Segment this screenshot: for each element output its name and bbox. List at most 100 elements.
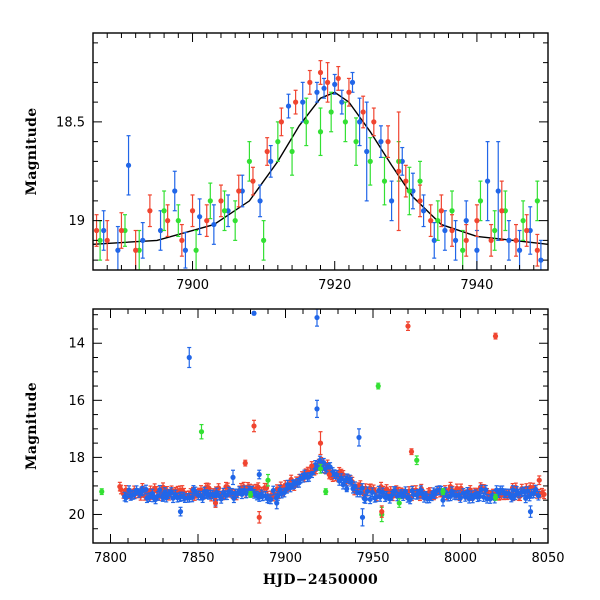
data-point (236, 188, 242, 194)
y-tick-label: 18 (68, 451, 85, 466)
data-point (197, 214, 203, 220)
data-point (136, 247, 142, 253)
baseline-point (530, 490, 537, 496)
bottom-plot-area (99, 309, 547, 527)
baseline-point (380, 489, 386, 495)
baseline-point (146, 494, 153, 500)
data-point (285, 103, 292, 109)
data-point (463, 237, 469, 243)
baseline-point (352, 483, 358, 489)
baseline-point (478, 486, 484, 493)
baseline-point (464, 489, 471, 495)
data-point (495, 188, 501, 194)
x-tick-label: 8000 (444, 551, 477, 566)
data-point (317, 466, 324, 472)
data-point (161, 208, 167, 214)
baseline-point (487, 496, 493, 502)
data-point (182, 247, 189, 253)
data-point (371, 119, 377, 125)
data-point (524, 227, 530, 234)
baseline-point (306, 474, 312, 480)
data-point (332, 81, 338, 87)
data-point (133, 247, 139, 253)
baseline-point (192, 488, 198, 495)
baseline-point (376, 488, 382, 494)
data-point (399, 158, 405, 164)
baseline-point (131, 491, 138, 498)
data-point (239, 188, 245, 194)
data-point (325, 79, 331, 85)
data-point (251, 423, 257, 429)
data-point (261, 237, 267, 243)
data-point (463, 218, 469, 224)
data-point (339, 99, 345, 105)
data-point (527, 227, 533, 234)
baseline-point (407, 496, 413, 503)
data-point (417, 178, 423, 184)
top-data-layer (93, 60, 548, 270)
data-point (484, 178, 491, 184)
data-point (396, 168, 402, 174)
x-tick-label: 8050 (531, 551, 564, 566)
bottom-data-layer (99, 309, 547, 527)
data-point (428, 218, 434, 224)
data-point (147, 208, 153, 214)
baseline-point (483, 487, 489, 493)
baseline-point (373, 494, 379, 500)
data-point (140, 237, 146, 243)
data-point (232, 218, 238, 224)
x-tick-label: 7940 (460, 278, 493, 293)
bottom-y-axis-title: Magnitude (24, 382, 40, 470)
data-point (268, 158, 274, 164)
data-point (349, 79, 356, 85)
data-point (516, 247, 523, 253)
data-point (189, 208, 196, 214)
data-point (97, 237, 103, 243)
data-point (520, 218, 526, 224)
data-point (309, 463, 315, 469)
baseline-point (377, 494, 383, 500)
x-tick-label: 7920 (318, 278, 351, 293)
data-point (165, 218, 171, 224)
data-point (534, 247, 540, 253)
data-point (375, 383, 381, 389)
data-point (364, 148, 370, 155)
data-point (359, 514, 366, 520)
baseline-point (157, 487, 163, 493)
data-point (317, 69, 324, 76)
data-point (360, 109, 366, 115)
baseline-point (506, 490, 512, 497)
bottom-axes-frame (92, 308, 549, 544)
data-point (449, 227, 455, 234)
data-point (225, 208, 231, 214)
data-point (207, 198, 213, 204)
baseline-point (268, 496, 274, 503)
data-point (475, 491, 481, 498)
data-point (408, 449, 415, 455)
data-point (335, 75, 341, 82)
baseline-point (218, 496, 224, 502)
data-point (536, 477, 542, 483)
data-point (293, 99, 299, 105)
data-point (289, 148, 295, 155)
data-point (242, 460, 248, 466)
x-tick-label: 7950 (356, 551, 389, 566)
data-point (527, 509, 534, 515)
data-point (274, 500, 280, 506)
data-point (251, 310, 257, 316)
data-point (396, 500, 402, 506)
bottom-x-axis-title: HJD−2450000 (263, 572, 378, 588)
baseline-point (327, 464, 333, 470)
baseline-point (338, 475, 344, 481)
data-point (422, 491, 429, 498)
baseline-point (364, 488, 371, 494)
data-point (417, 198, 423, 204)
data-point (122, 227, 128, 234)
data-point (492, 494, 499, 500)
data-point (104, 237, 110, 243)
data-point (435, 218, 441, 224)
data-point (410, 188, 416, 194)
data-point (492, 227, 498, 234)
data-point (211, 221, 217, 228)
data-point (264, 148, 270, 155)
